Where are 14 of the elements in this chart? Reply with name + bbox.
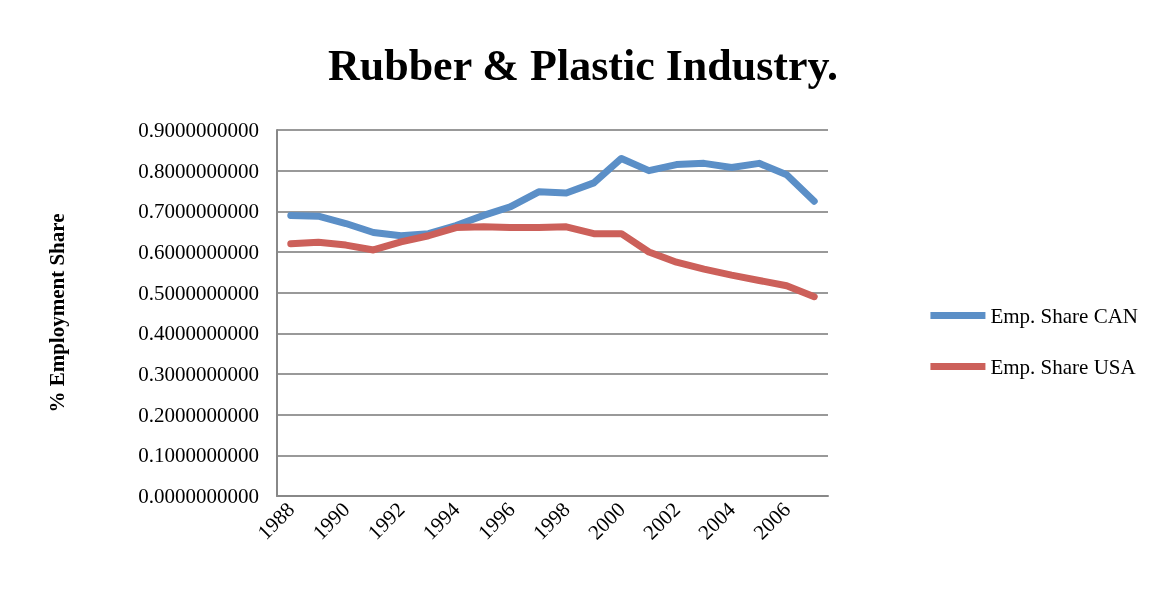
y-tick-label: 0.9000000000 [138, 118, 259, 142]
legend-label: Emp. Share CAN [990, 303, 1139, 328]
y-tick-label: 0.8000000000 [138, 158, 259, 183]
chart-title: Rubber & Plastic Industry. [327, 40, 839, 90]
y-tick-label: 0.2000000000 [138, 402, 259, 427]
y-tick-label: 0.6000000000 [138, 240, 259, 264]
y-tick-label: 0.3000000000 [138, 362, 259, 386]
y-tick-label: 0.5000000000 [138, 280, 259, 305]
y-tick-label: 0.7000000000 [138, 199, 259, 224]
y-axis-title: % Employment Share [44, 213, 69, 413]
y-tick-label: 0.1000000000 [138, 443, 259, 468]
y-tick-label: 0.0000000000 [138, 484, 259, 508]
legend-label: Emp. Share USA [990, 354, 1137, 379]
y-tick-label: 0.4000000000 [138, 321, 259, 346]
